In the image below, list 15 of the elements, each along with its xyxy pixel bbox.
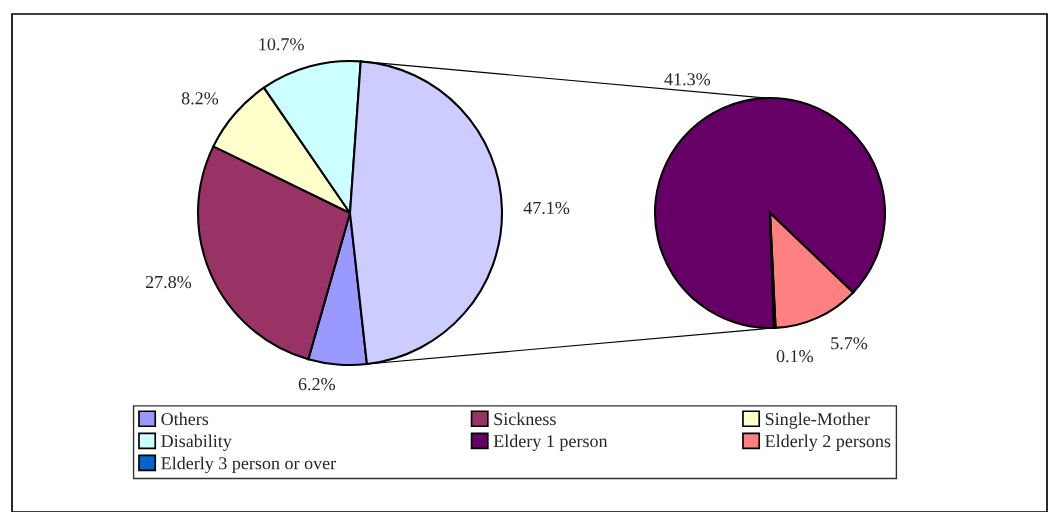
legend-label: Elderly 3 person or over bbox=[161, 456, 336, 474]
data-label: 10.7% bbox=[259, 38, 304, 51]
legend-label: Single-Mother bbox=[765, 412, 870, 429]
data-label: 5.7% bbox=[831, 337, 868, 350]
legend-label: Others bbox=[161, 412, 209, 426]
legend-label: Sickness bbox=[494, 412, 556, 426]
legend-label: Eldery 1 person bbox=[493, 434, 608, 451]
data-label: 0.1% bbox=[776, 350, 814, 363]
data-label: 47.1% bbox=[523, 201, 570, 215]
data-label: 6.2% bbox=[298, 378, 336, 391]
legend-label: Disability bbox=[161, 434, 232, 451]
data-label: 27.8% bbox=[145, 275, 192, 289]
data-label: 41.3% bbox=[664, 73, 711, 86]
data-label: 8.2% bbox=[181, 92, 219, 105]
legend-label: Elderly 2 persons bbox=[765, 434, 891, 451]
